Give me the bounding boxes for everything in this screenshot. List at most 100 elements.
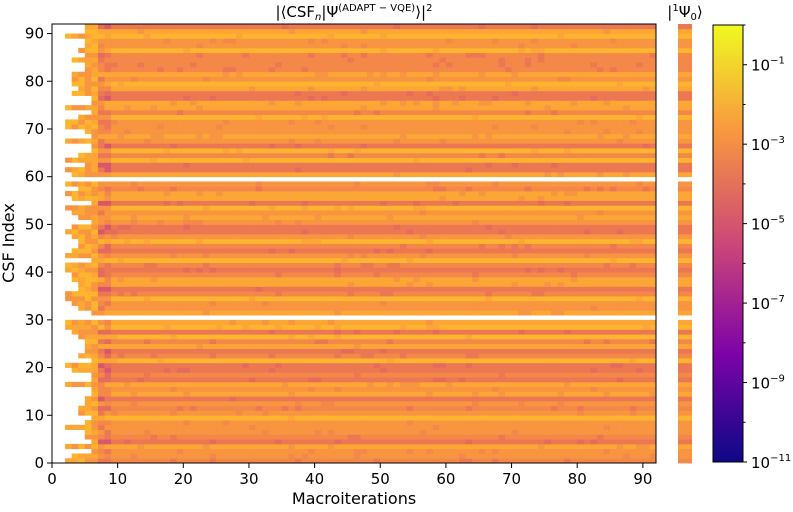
heatmap-cell	[360, 186, 368, 192]
heatmap-cell	[288, 186, 296, 192]
heatmap-cell	[399, 267, 407, 273]
heatmap-cell	[393, 334, 401, 340]
heatmap-cell	[308, 396, 316, 402]
heatmap-cell	[511, 286, 519, 292]
heatmap-cell	[610, 295, 618, 302]
heatmap-cell	[636, 381, 644, 388]
heatmap-cell	[150, 195, 158, 201]
heatmap-cell	[445, 443, 453, 450]
heatmap-cell	[406, 210, 414, 216]
heatmap-cell	[209, 334, 217, 340]
heatmap-cell	[183, 324, 191, 330]
heatmap-cell	[176, 195, 184, 201]
heatmap-cell	[452, 262, 460, 268]
heatmap-cell	[235, 267, 243, 273]
heatmap-cell	[413, 233, 421, 240]
heatmap-cell	[373, 362, 381, 368]
heatmap-cell	[222, 377, 230, 383]
heatmap-cell	[419, 367, 427, 373]
heatmap-cell	[465, 210, 473, 216]
heatmap-cell	[636, 195, 644, 201]
heatmap-cell	[596, 200, 604, 206]
heatmap-cell	[321, 381, 329, 388]
heatmap-cell	[235, 300, 243, 306]
heatmap-cell	[196, 458, 204, 464]
heatmap-cell	[577, 334, 585, 340]
heatmap-cell	[367, 253, 375, 259]
heatmap-cell	[505, 443, 512, 450]
heatmap-cell	[386, 367, 394, 373]
heatmap-cell	[130, 191, 138, 197]
heatmap-cell	[557, 372, 565, 378]
heatmap-cell	[229, 448, 237, 454]
heatmap-cell	[340, 343, 348, 349]
heatmap-cell	[544, 420, 552, 426]
heatmap-cell	[399, 424, 407, 430]
heatmap-cell	[505, 439, 512, 445]
heatmap-cell	[203, 214, 210, 221]
heatmap-cell	[459, 391, 467, 397]
heatmap-cell	[406, 458, 414, 464]
heatmap-cell	[472, 329, 480, 335]
heatmap-cell	[216, 343, 224, 349]
heatmap-cell	[524, 310, 532, 316]
heatmap-cell	[616, 229, 624, 235]
heatmap-cell	[557, 195, 565, 201]
heatmap-cell	[354, 248, 361, 254]
heatmap-cell	[137, 377, 145, 383]
heatmap-cell	[294, 391, 302, 397]
heatmap-cell	[531, 191, 539, 197]
heatmap-cell	[524, 200, 532, 206]
heatmap-cell	[143, 372, 151, 378]
heatmap-cell	[636, 348, 644, 354]
heatmap-cell	[137, 343, 145, 349]
heatmap-cell	[288, 381, 296, 388]
heatmap-cell	[248, 214, 256, 221]
heatmap-cell	[262, 367, 270, 373]
heatmap-cell	[459, 253, 467, 259]
heatmap-cell	[347, 286, 355, 292]
heatmap-cell	[124, 286, 132, 292]
heatmap-cell	[642, 195, 650, 201]
heatmap-cell	[465, 381, 473, 388]
heatmap-cell	[288, 396, 296, 402]
heatmap-cell	[465, 343, 473, 349]
heatmap-cell	[498, 439, 506, 445]
heatmap-cell	[347, 186, 355, 192]
heatmap-cell	[189, 372, 197, 378]
heatmap-cell	[268, 343, 276, 349]
heatmap-cell	[472, 267, 480, 273]
heatmap-cell	[196, 195, 204, 201]
heatmap-cell	[472, 353, 480, 359]
heatmap-cell	[176, 224, 184, 230]
heatmap-cell	[294, 200, 302, 206]
heatmap-cell	[373, 372, 381, 378]
heatmap-cell	[189, 224, 197, 230]
heatmap-cell	[432, 295, 440, 302]
heatmap-cell	[354, 362, 361, 368]
heatmap-cell	[524, 434, 532, 440]
heatmap-cell	[327, 424, 335, 430]
heatmap-cell	[97, 233, 105, 240]
heatmap-cell	[294, 286, 302, 292]
heatmap-cell	[564, 372, 572, 378]
heatmap-cell	[130, 233, 138, 240]
heatmap-cell	[281, 420, 289, 426]
heatmap-cell	[163, 424, 171, 430]
heatmap-cell	[518, 343, 526, 349]
heatmap-cell	[537, 415, 545, 421]
heatmap-cell	[143, 205, 151, 211]
heatmap-cell	[176, 243, 184, 249]
heatmap-cell	[347, 310, 355, 316]
heatmap-cell	[511, 367, 519, 373]
heatmap-cell	[491, 400, 499, 407]
heatmap-cell	[564, 424, 572, 430]
heatmap-cell	[347, 353, 355, 359]
heatmap-cell	[399, 257, 407, 263]
heatmap-cell	[478, 439, 486, 445]
heatmap-cell	[445, 233, 453, 240]
heatmap-cell	[176, 453, 184, 459]
heatmap-cell	[281, 338, 289, 345]
heatmap-cell	[373, 281, 381, 287]
heatmap-cell	[117, 291, 125, 297]
